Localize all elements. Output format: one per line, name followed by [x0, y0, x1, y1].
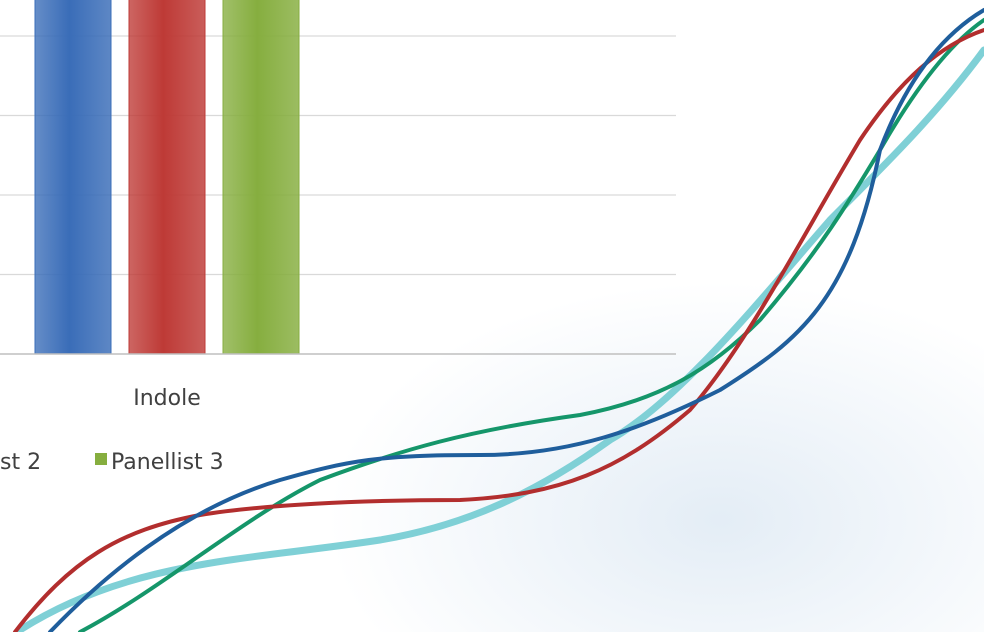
gridlines: [0, 35, 676, 276]
legend: st 2 Panellist 3: [0, 450, 224, 475]
bar-panellist-2: [128, 0, 206, 355]
bar-panellist-1: [34, 0, 112, 355]
legend-label-panellist-2: st 2: [0, 450, 41, 475]
category-label-indole: Indole: [133, 386, 201, 411]
legend-swatch-panellist-3: [95, 453, 107, 465]
bar-panellist-3: [222, 0, 300, 355]
bars: [34, 0, 300, 355]
deco-curve-red: [13, 28, 984, 632]
deco-curve-blue: [48, 8, 984, 632]
legend-label-panellist-3: Panellist 3: [111, 450, 224, 475]
